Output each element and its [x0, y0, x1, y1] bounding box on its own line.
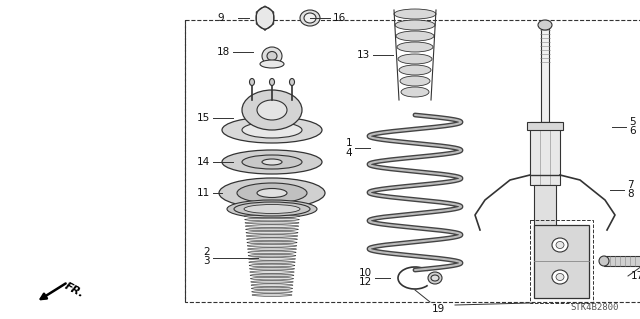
- Ellipse shape: [248, 257, 296, 260]
- Ellipse shape: [269, 78, 275, 85]
- Ellipse shape: [252, 294, 292, 296]
- Ellipse shape: [248, 248, 296, 250]
- Ellipse shape: [251, 284, 293, 286]
- Ellipse shape: [262, 47, 282, 65]
- Ellipse shape: [394, 9, 436, 19]
- Ellipse shape: [262, 159, 282, 165]
- Ellipse shape: [260, 60, 284, 68]
- Ellipse shape: [401, 87, 429, 97]
- Ellipse shape: [247, 244, 297, 247]
- Text: 16: 16: [333, 13, 346, 23]
- Bar: [534, 225, 589, 298]
- Ellipse shape: [250, 271, 294, 273]
- Ellipse shape: [431, 275, 439, 281]
- Ellipse shape: [251, 280, 293, 283]
- Ellipse shape: [249, 261, 295, 263]
- Ellipse shape: [400, 76, 430, 86]
- Ellipse shape: [399, 65, 431, 75]
- Ellipse shape: [246, 238, 298, 241]
- Ellipse shape: [250, 267, 294, 270]
- Bar: [527, 122, 563, 130]
- Text: 19: 19: [432, 304, 445, 314]
- Ellipse shape: [242, 122, 302, 138]
- Ellipse shape: [256, 7, 274, 29]
- Text: 11: 11: [196, 188, 210, 198]
- Ellipse shape: [300, 10, 320, 26]
- Text: 1: 1: [346, 138, 352, 148]
- Text: 13: 13: [356, 50, 370, 60]
- Ellipse shape: [599, 256, 609, 266]
- Ellipse shape: [222, 150, 322, 174]
- Text: 3: 3: [204, 256, 210, 266]
- Ellipse shape: [257, 189, 287, 197]
- Text: 17: 17: [631, 271, 640, 281]
- Ellipse shape: [556, 273, 564, 280]
- Bar: [530, 122, 560, 185]
- Ellipse shape: [289, 78, 294, 85]
- Text: STK4B2800: STK4B2800: [570, 303, 618, 313]
- Ellipse shape: [397, 42, 433, 52]
- Ellipse shape: [227, 200, 317, 218]
- Ellipse shape: [267, 51, 277, 61]
- Ellipse shape: [244, 215, 300, 218]
- Ellipse shape: [395, 20, 435, 30]
- Ellipse shape: [252, 287, 292, 290]
- Text: 10: 10: [359, 268, 372, 278]
- Text: 7: 7: [627, 180, 634, 190]
- Ellipse shape: [248, 254, 296, 257]
- Text: 18: 18: [217, 47, 230, 57]
- Ellipse shape: [556, 241, 564, 249]
- Ellipse shape: [244, 204, 300, 213]
- Ellipse shape: [242, 155, 302, 169]
- Text: 6: 6: [629, 126, 636, 136]
- Ellipse shape: [246, 228, 298, 231]
- Ellipse shape: [246, 231, 298, 234]
- Ellipse shape: [250, 277, 294, 280]
- Bar: [541, 22, 549, 122]
- Ellipse shape: [234, 202, 310, 216]
- Ellipse shape: [250, 78, 255, 85]
- Text: 12: 12: [359, 277, 372, 287]
- Bar: [185, 20, 640, 302]
- Text: 4: 4: [346, 148, 352, 158]
- Ellipse shape: [247, 241, 297, 244]
- Text: 5: 5: [629, 117, 636, 127]
- Text: FR.: FR.: [63, 281, 86, 299]
- Ellipse shape: [244, 218, 300, 221]
- Ellipse shape: [245, 221, 299, 224]
- Ellipse shape: [246, 234, 298, 237]
- Text: 9: 9: [218, 13, 224, 23]
- Ellipse shape: [250, 274, 294, 277]
- Text: 15: 15: [196, 113, 210, 123]
- Ellipse shape: [396, 31, 434, 41]
- Ellipse shape: [219, 178, 325, 208]
- Ellipse shape: [249, 264, 295, 267]
- Bar: [530, 220, 593, 303]
- Ellipse shape: [257, 100, 287, 120]
- Ellipse shape: [237, 183, 307, 203]
- Text: 8: 8: [627, 189, 634, 199]
- Ellipse shape: [304, 13, 316, 23]
- Text: 2: 2: [204, 247, 210, 257]
- Ellipse shape: [538, 20, 552, 30]
- Ellipse shape: [428, 272, 442, 284]
- Ellipse shape: [222, 117, 322, 143]
- Ellipse shape: [242, 90, 302, 130]
- Ellipse shape: [248, 251, 296, 254]
- Ellipse shape: [552, 270, 568, 284]
- Bar: [534, 185, 556, 240]
- Ellipse shape: [552, 238, 568, 252]
- Ellipse shape: [398, 54, 432, 64]
- Bar: [604, 256, 640, 266]
- Ellipse shape: [244, 212, 300, 214]
- Text: 14: 14: [196, 157, 210, 167]
- Ellipse shape: [252, 290, 292, 293]
- Ellipse shape: [245, 225, 299, 227]
